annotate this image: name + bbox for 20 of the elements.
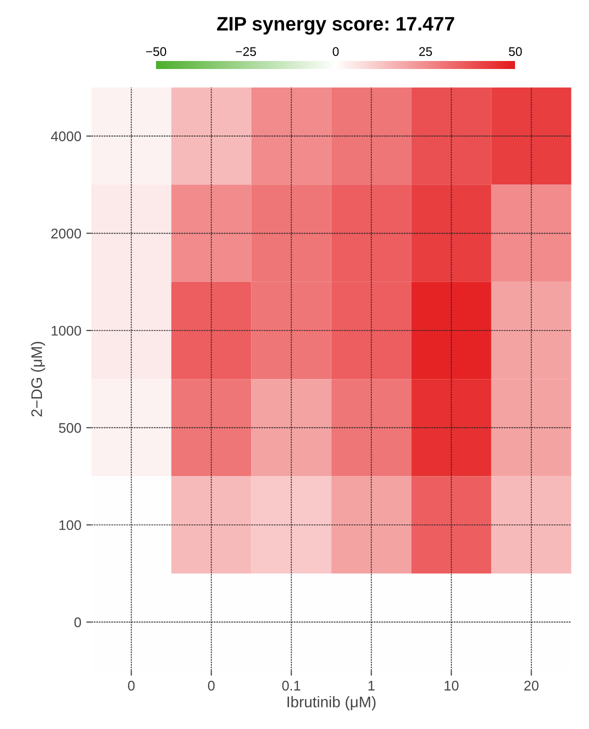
color-bar-label: 0 — [332, 47, 339, 56]
x-tick-label: 0 — [208, 680, 215, 691]
y-tick-label: 100 — [59, 520, 82, 530]
x-tick-label: 10 — [444, 680, 459, 691]
y-tick-label: 1000 — [52, 326, 82, 336]
x-tick-label: 0 — [128, 680, 135, 691]
color-bar-label: −25 — [236, 47, 256, 56]
y-tick-label: 4000 — [51, 131, 82, 142]
x-tick-label: 20 — [524, 680, 539, 691]
color-bar-label: 25 — [419, 47, 432, 56]
y-tick-label: 500 — [58, 423, 82, 433]
y-axis-title: 2−DG (μM) — [30, 342, 46, 416]
y-tick-label: 2000 — [51, 228, 82, 238]
y-tick-label: 0 — [74, 617, 82, 628]
chart-title: ZIP synergy score: 17.477 — [217, 17, 454, 35]
x-tick-label: 0.1 — [282, 680, 300, 691]
x-tick-label: 1 — [368, 680, 374, 690]
x-axis-title: Ibrutinib (μM) — [288, 696, 376, 710]
color-bar-label: 50 — [508, 47, 522, 56]
color-bar-label: −50 — [146, 47, 166, 56]
